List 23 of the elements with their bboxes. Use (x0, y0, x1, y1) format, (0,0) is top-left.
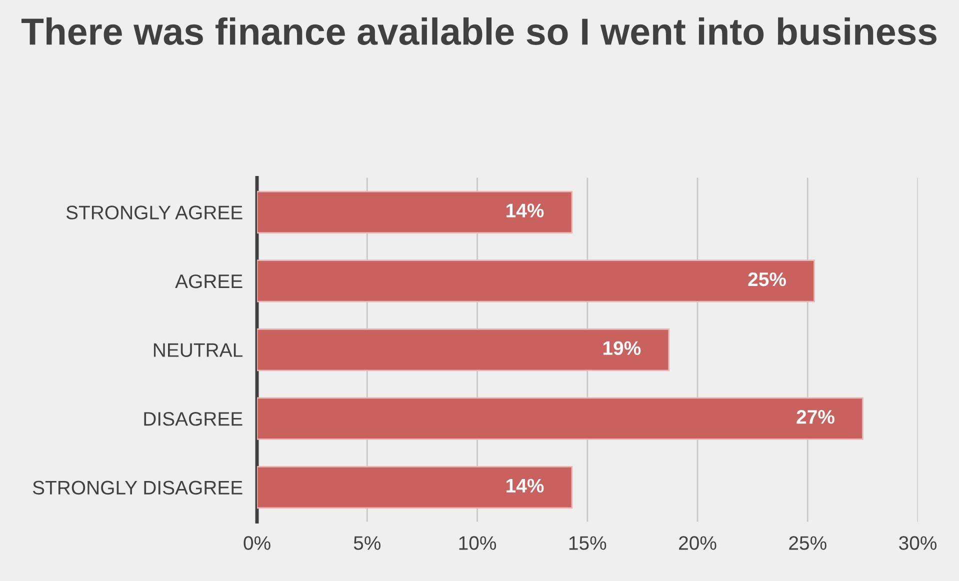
x-tick-label: 25% (789, 536, 826, 550)
bar (257, 260, 815, 302)
x-tick-label: 5% (354, 536, 380, 550)
x-tick-label: 10% (459, 536, 496, 550)
bar (257, 190, 573, 234)
data-label: 27% (796, 410, 834, 424)
y-tick-label: STRONGLY AGREE (66, 206, 242, 220)
data-label: 14% (506, 204, 544, 218)
x-tick-label: 30% (899, 536, 937, 550)
chart-title: There was finance available so I went into business (21, 17, 936, 45)
y-tick-label: AGREE (175, 274, 242, 288)
y-tick-label: NEUTRAL (154, 343, 242, 357)
data-label: 25% (748, 272, 786, 286)
data-label: 19% (603, 341, 641, 355)
x-tick-label: 0% (244, 536, 270, 550)
y-tick-label: STRONGLY DISAGREE (32, 480, 242, 495)
bar (257, 397, 864, 440)
data-label: 14% (506, 478, 544, 493)
x-tick-label: 15% (569, 536, 606, 550)
bar (257, 466, 573, 509)
bar (257, 328, 670, 372)
y-tick-label: DISAGREE (144, 412, 242, 426)
x-tick-label: 20% (679, 536, 716, 550)
